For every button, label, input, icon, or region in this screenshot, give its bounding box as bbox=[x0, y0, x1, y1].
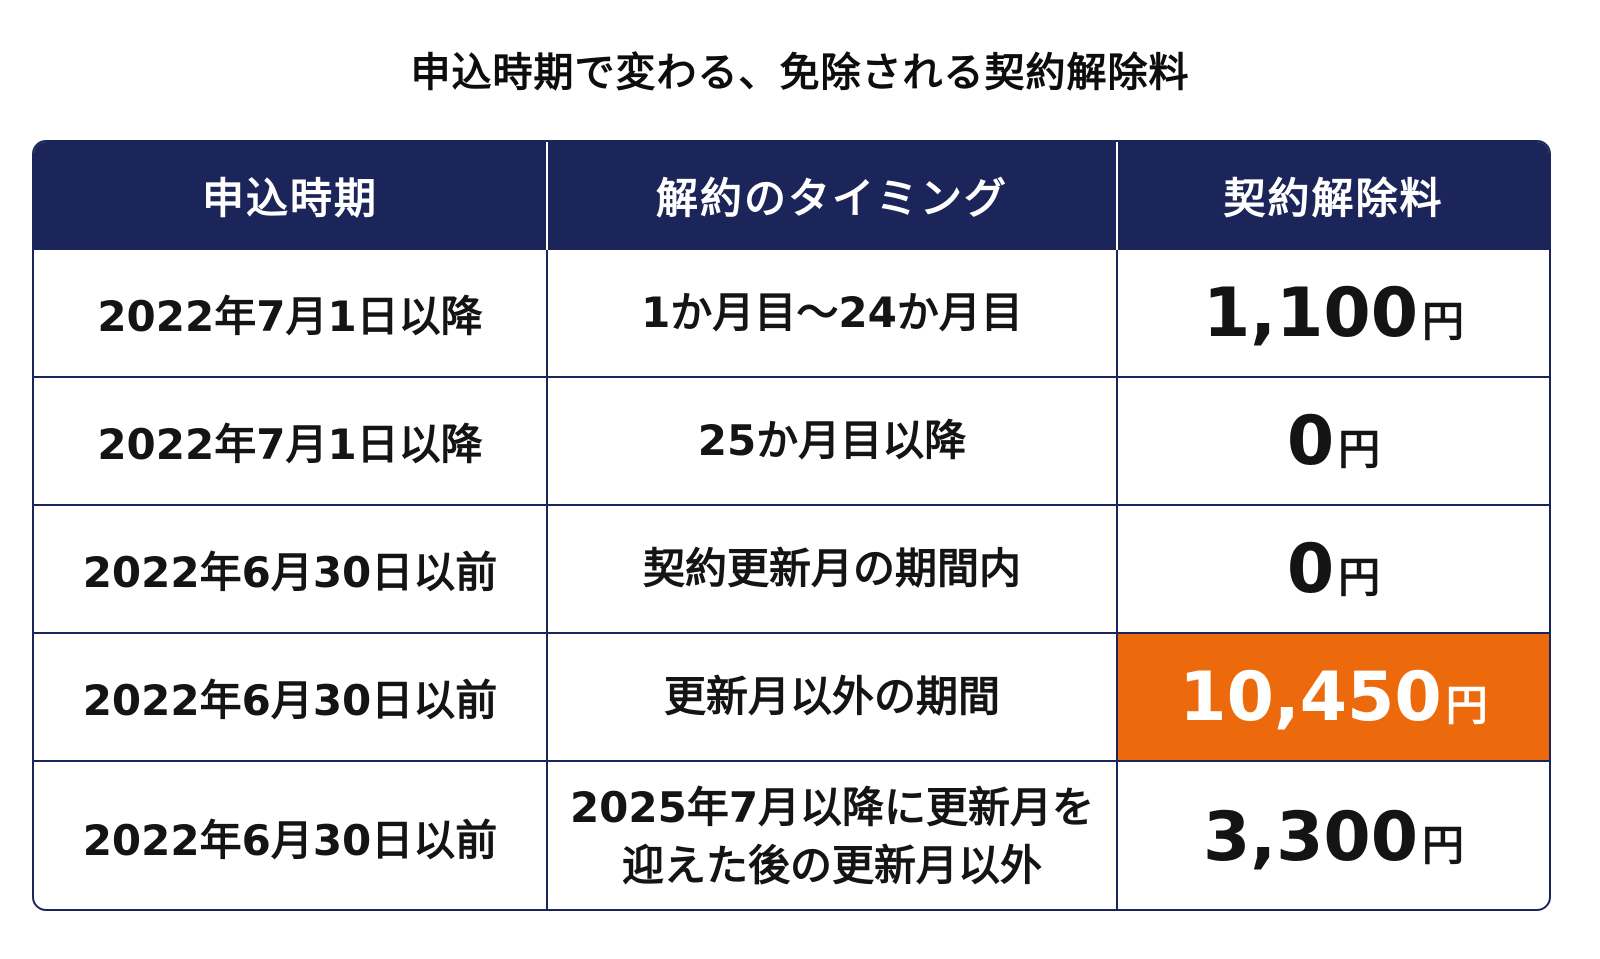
table-row: 2022年7月1日以降 1か月目～24か月目 1,100円 bbox=[34, 248, 1549, 377]
header-application-period: 申込時期 bbox=[34, 142, 548, 249]
fee-amount: 0 bbox=[1286, 529, 1335, 609]
header-cancellation-timing: 解約のタイミング bbox=[547, 142, 1118, 249]
timing-text: 契約更新月の期間内 bbox=[642, 544, 1021, 593]
cell-application-period: 2022年6月30日以前 bbox=[34, 632, 548, 761]
cell-application-period: 2022年6月30日以前 bbox=[34, 504, 548, 633]
cell-cancellation-fee: 1,100円 bbox=[1117, 248, 1549, 377]
cell-cancellation-fee: 0円 bbox=[1117, 376, 1549, 505]
fee-table-container: 申込時期 解約のタイミング 契約解除料 2022年7月1日以降 1か月目～24か… bbox=[32, 140, 1551, 911]
header-cancellation-fee: 契約解除料 bbox=[1117, 142, 1549, 249]
table-row: 2022年6月30日以前 更新月以外の期間 10,450円 bbox=[34, 632, 1549, 761]
cell-cancellation-fee-highlighted: 10,450円 bbox=[1117, 632, 1549, 761]
fee-amount: 1,100 bbox=[1202, 273, 1419, 353]
table-row: 2022年7月1日以降 25か月目以降 0円 bbox=[34, 376, 1549, 505]
timing-text: 更新月以外の期間 bbox=[663, 672, 1000, 721]
table-row: 2022年6月30日以前 契約更新月の期間内 0円 bbox=[34, 504, 1549, 633]
fee-table: 申込時期 解約のタイミング 契約解除料 2022年7月1日以降 1か月目～24か… bbox=[34, 142, 1549, 909]
fee-unit: 円 bbox=[1445, 680, 1488, 730]
cell-application-period: 2022年6月30日以前 bbox=[34, 760, 548, 909]
fee-amount: 10,450 bbox=[1179, 657, 1442, 737]
cell-cancellation-fee: 0円 bbox=[1117, 504, 1549, 633]
cell-cancellation-timing: 契約更新月の期間内 bbox=[547, 504, 1118, 633]
fee-unit: 円 bbox=[1338, 424, 1381, 474]
timing-text: 25か月目以降 bbox=[697, 416, 967, 465]
fee-unit: 円 bbox=[1422, 820, 1465, 870]
fee-unit: 円 bbox=[1422, 296, 1465, 346]
fee-amount: 0 bbox=[1286, 401, 1335, 481]
cell-cancellation-timing: 更新月以外の期間 bbox=[547, 632, 1118, 761]
fee-unit: 円 bbox=[1338, 552, 1381, 602]
cell-cancellation-fee: 3,300円 bbox=[1117, 760, 1549, 909]
timing-text: 1か月目～24か月目 bbox=[641, 288, 1023, 337]
cell-cancellation-timing: 1か月目～24か月目 bbox=[547, 248, 1118, 377]
page-title: 申込時期で変わる、免除される契約解除料 bbox=[410, 50, 1190, 96]
cell-cancellation-timing: 25か月目以降 bbox=[547, 376, 1118, 505]
cell-application-period: 2022年7月1日以降 bbox=[34, 248, 548, 377]
fee-amount: 3,300 bbox=[1202, 797, 1419, 877]
table-row: 2022年6月30日以前 2025年7月以降に更新月を 迎えた後の更新月以外 3… bbox=[34, 760, 1549, 909]
cell-application-period: 2022年7月1日以降 bbox=[34, 376, 548, 505]
cell-cancellation-timing: 2025年7月以降に更新月を 迎えた後の更新月以外 bbox=[547, 760, 1118, 909]
timing-text: 2025年7月以降に更新月を 迎えた後の更新月以外 bbox=[569, 783, 1095, 890]
table-header-row: 申込時期 解約のタイミング 契約解除料 bbox=[34, 142, 1549, 249]
